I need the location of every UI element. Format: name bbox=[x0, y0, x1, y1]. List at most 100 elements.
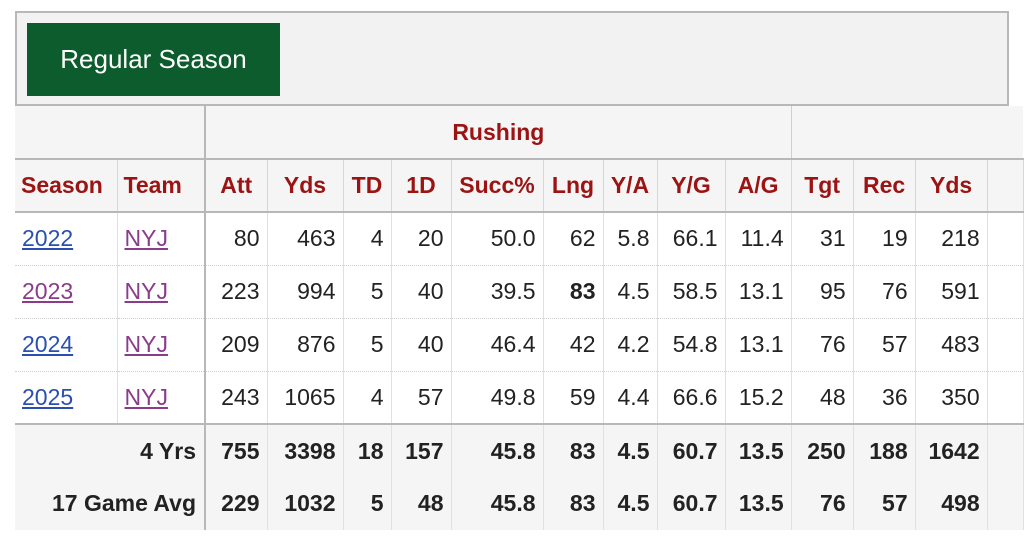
section-header-bar: Regular Season bbox=[15, 11, 1009, 106]
col-rec-yds[interactable]: Yds bbox=[915, 159, 988, 213]
lng-cell: 83 bbox=[543, 423, 604, 477]
rec-yds-cell: 1642 bbox=[915, 423, 988, 477]
rec-yds-cell: 350 bbox=[915, 371, 988, 425]
rec-yds-cell: 483 bbox=[915, 318, 988, 372]
succ-cell: 50.0 bbox=[451, 212, 544, 266]
summary-label: 17 Game Avg bbox=[15, 477, 206, 530]
team-cell: NYJ bbox=[117, 212, 206, 266]
col-overflow bbox=[987, 159, 1024, 213]
col-lng[interactable]: Lng bbox=[543, 159, 604, 213]
col-season[interactable]: Season bbox=[15, 159, 118, 213]
yds-cell: 994 bbox=[267, 265, 344, 319]
team-link[interactable]: NYJ bbox=[124, 331, 168, 357]
rec-cell: 57 bbox=[853, 477, 916, 530]
regular-season-tab[interactable]: Regular Season bbox=[27, 23, 280, 96]
att-cell: 755 bbox=[205, 423, 268, 477]
season-link[interactable]: 2022 bbox=[22, 225, 74, 252]
table-row: 2025 NYJ 243 1065 4 57 49.8 59 4.4 66.6 … bbox=[15, 371, 1024, 425]
ya-cell: 4.2 bbox=[603, 318, 658, 372]
overflow-cell bbox=[987, 477, 1024, 530]
succ-cell: 49.8 bbox=[451, 371, 544, 425]
stats-table-container[interactable]: Rushing Season Team Att Yds TD 1D Succ% … bbox=[15, 106, 1024, 544]
ya-cell: 4.4 bbox=[603, 371, 658, 425]
att-cell: 223 bbox=[205, 265, 268, 319]
tgt-cell: 48 bbox=[791, 371, 854, 425]
yg-cell: 60.7 bbox=[657, 423, 726, 477]
season-link[interactable]: 2025 bbox=[22, 383, 74, 410]
yds-cell: 463 bbox=[267, 212, 344, 266]
team-cell: NYJ bbox=[117, 265, 206, 319]
team-cell: NYJ bbox=[117, 371, 206, 425]
overflow-cell bbox=[987, 423, 1024, 477]
col-team[interactable]: Team bbox=[117, 159, 206, 213]
tgt-cell: 250 bbox=[791, 423, 854, 477]
yds-cell: 1032 bbox=[267, 477, 344, 530]
col-succ[interactable]: Succ% bbox=[451, 159, 544, 213]
team-link[interactable]: NYJ bbox=[124, 225, 168, 252]
summary-row-17-game-avg: 17 Game Avg 229 1032 5 48 45.8 83 4.5 60… bbox=[15, 477, 1024, 530]
ya-cell: 4.5 bbox=[603, 477, 658, 530]
col-1d[interactable]: 1D bbox=[391, 159, 452, 213]
ag-cell: 13.5 bbox=[725, 423, 792, 477]
summary-row-career: 4 Yrs 755 3398 18 157 45.8 83 4.5 60.7 1… bbox=[15, 423, 1024, 477]
season-link[interactable]: 2024 bbox=[22, 331, 74, 357]
1d-cell: 40 bbox=[391, 265, 452, 319]
lng-cell: 59 bbox=[543, 371, 604, 425]
att-cell: 209 bbox=[205, 318, 268, 372]
succ-cell: 45.8 bbox=[451, 477, 544, 530]
team-link[interactable]: NYJ bbox=[124, 278, 168, 304]
yds-cell: 876 bbox=[267, 318, 344, 372]
lng-cell: 42 bbox=[543, 318, 604, 372]
col-rec[interactable]: Rec bbox=[853, 159, 916, 213]
td-cell: 5 bbox=[343, 318, 392, 372]
yg-cell: 58.5 bbox=[657, 265, 726, 319]
table-row: 2024 NYJ 209 876 5 40 46.4 42 4.2 54.8 1… bbox=[15, 318, 1024, 372]
yg-cell: 54.8 bbox=[657, 318, 726, 372]
td-cell: 4 bbox=[343, 371, 392, 425]
rec-yds-cell: 591 bbox=[915, 265, 988, 319]
col-att[interactable]: Att bbox=[205, 159, 268, 213]
tgt-cell: 31 bbox=[791, 212, 854, 266]
td-cell: 4 bbox=[343, 212, 392, 266]
lng-cell: 83 bbox=[543, 477, 604, 530]
col-yds[interactable]: Yds bbox=[267, 159, 344, 213]
succ-cell: 45.8 bbox=[451, 423, 544, 477]
summary-label: 4 Yrs bbox=[15, 423, 206, 477]
ya-cell: 4.5 bbox=[603, 265, 658, 319]
column-header-row: Season Team Att Yds TD 1D Succ% Lng Y/A … bbox=[15, 159, 1024, 213]
att-cell: 80 bbox=[205, 212, 268, 266]
table-row: 2023 NYJ 223 994 5 40 39.5 83 4.5 58.5 1… bbox=[15, 265, 1024, 319]
col-ya[interactable]: Y/A bbox=[603, 159, 658, 213]
rec-yds-cell: 218 bbox=[915, 212, 988, 266]
group-header-row: Rushing bbox=[15, 106, 1024, 160]
group-header-receiving bbox=[791, 106, 1024, 160]
yds-cell: 1065 bbox=[267, 371, 344, 425]
rec-cell: 57 bbox=[853, 318, 916, 372]
att-cell: 243 bbox=[205, 371, 268, 425]
ag-cell: 13.5 bbox=[725, 477, 792, 530]
season-link[interactable]: 2023 bbox=[22, 278, 74, 304]
season-cell: 2024 bbox=[15, 318, 118, 372]
rec-cell: 36 bbox=[853, 371, 916, 425]
season-cell: 2022 bbox=[15, 212, 118, 266]
lng-cell: 62 bbox=[543, 212, 604, 266]
ag-cell: 13.1 bbox=[725, 318, 792, 372]
group-header-rushing: Rushing bbox=[205, 106, 792, 160]
col-ag[interactable]: A/G bbox=[725, 159, 792, 213]
td-cell: 18 bbox=[343, 423, 392, 477]
lng-cell: 83 bbox=[543, 265, 604, 319]
ag-cell: 13.1 bbox=[725, 265, 792, 319]
1d-cell: 157 bbox=[391, 423, 452, 477]
tgt-cell: 76 bbox=[791, 477, 854, 530]
ag-cell: 15.2 bbox=[725, 371, 792, 425]
succ-cell: 39.5 bbox=[451, 265, 544, 319]
rushing-receiving-table: Rushing Season Team Att Yds TD 1D Succ% … bbox=[15, 106, 1024, 530]
rec-cell: 19 bbox=[853, 212, 916, 266]
team-link[interactable]: NYJ bbox=[124, 383, 168, 410]
col-tgt[interactable]: Tgt bbox=[791, 159, 854, 213]
yds-cell: 3398 bbox=[267, 423, 344, 477]
col-yg[interactable]: Y/G bbox=[657, 159, 726, 213]
tgt-cell: 76 bbox=[791, 318, 854, 372]
group-header-blank bbox=[15, 106, 206, 160]
col-td[interactable]: TD bbox=[343, 159, 392, 213]
